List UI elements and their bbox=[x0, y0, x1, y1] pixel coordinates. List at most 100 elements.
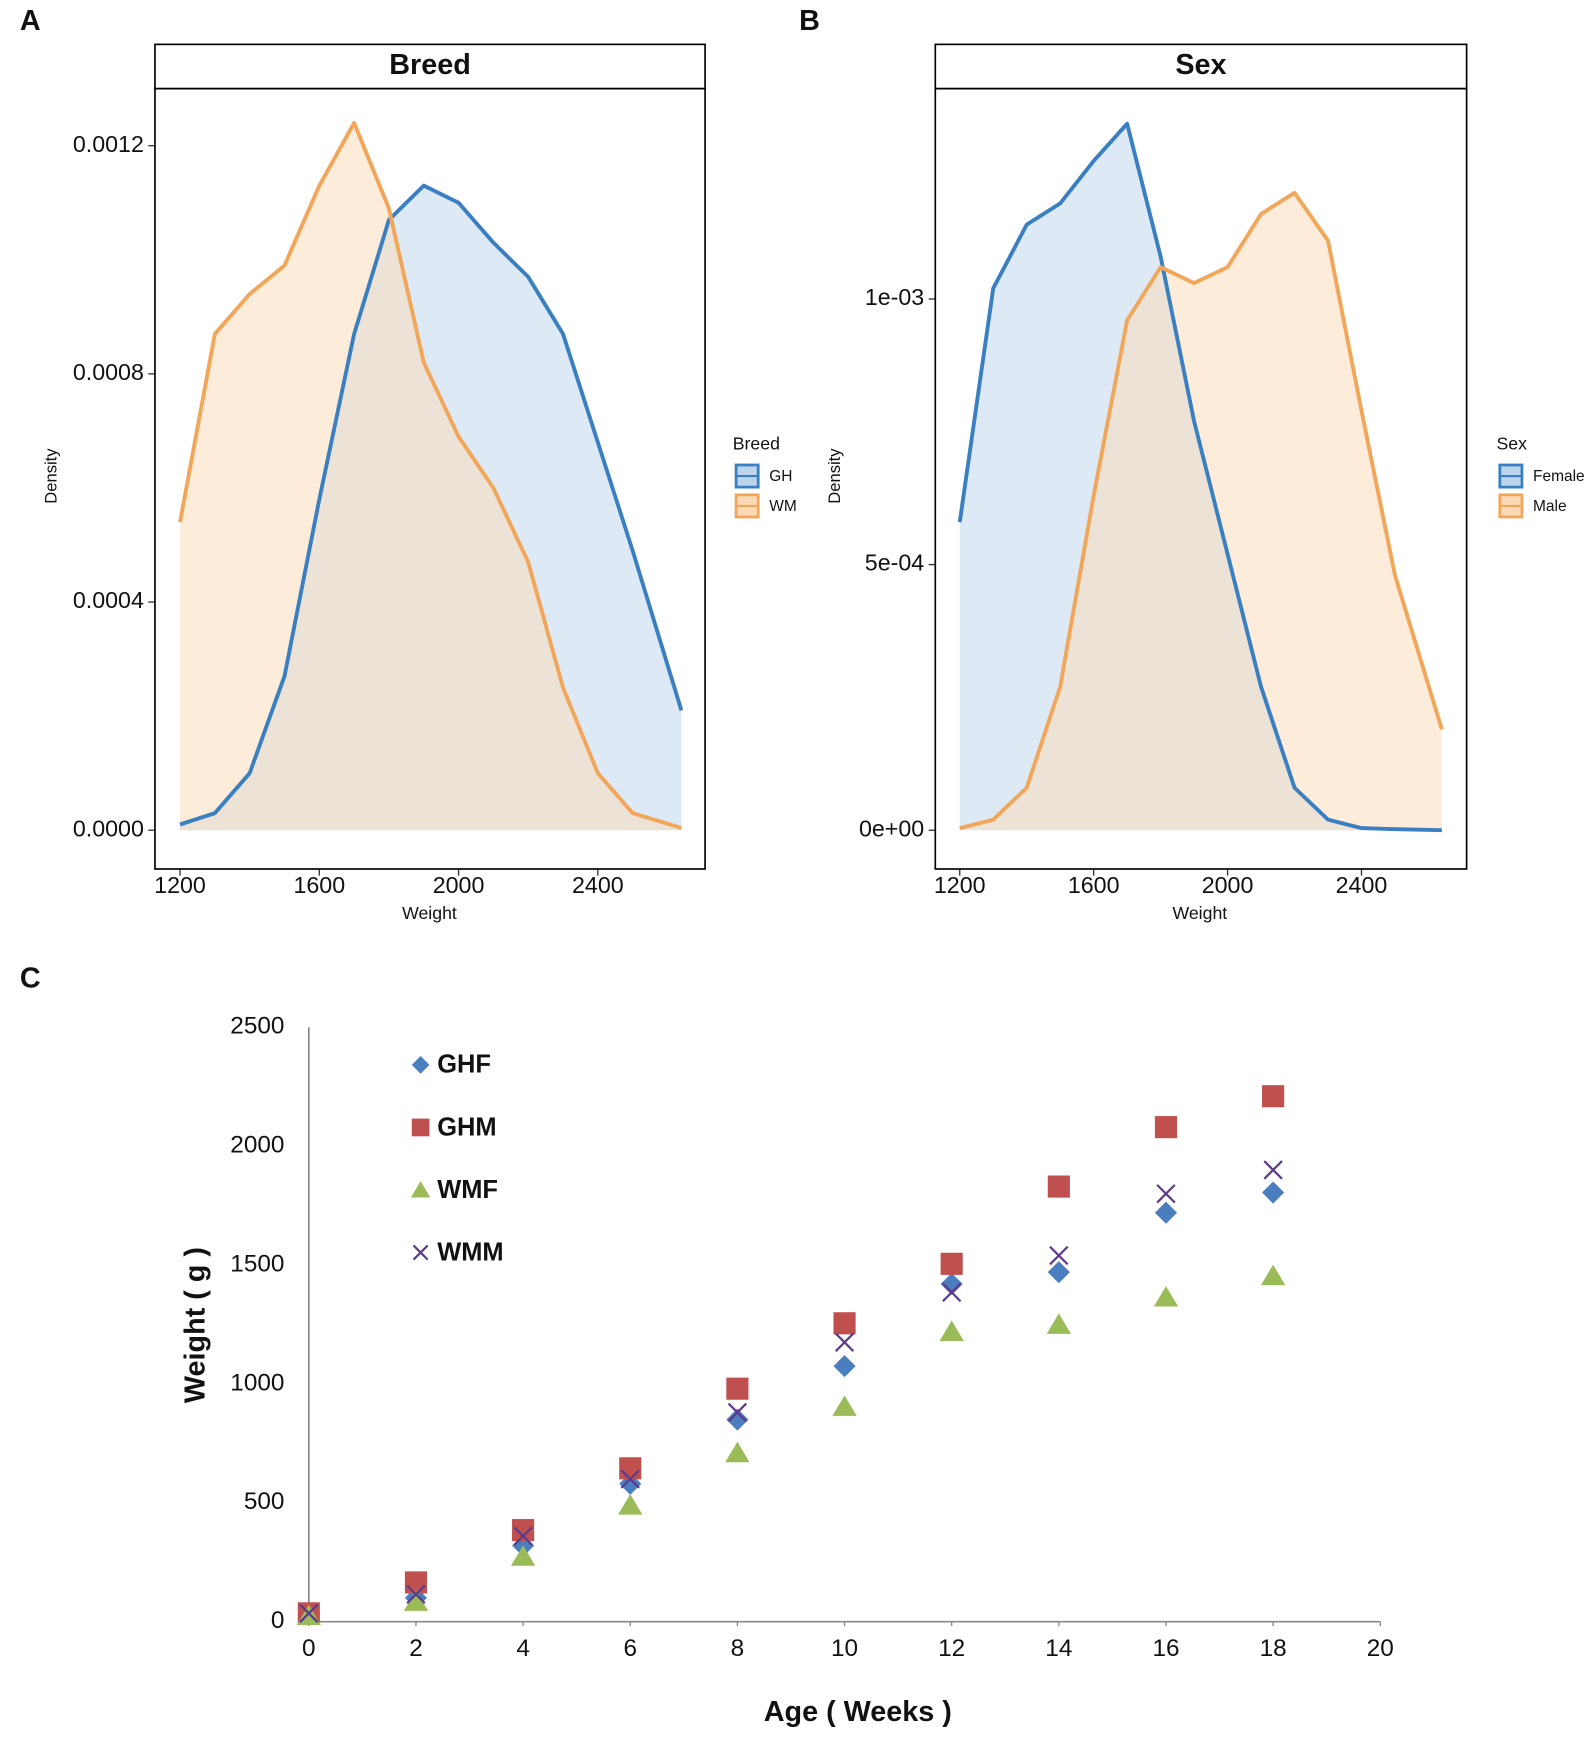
panel-border bbox=[934, 87, 1468, 870]
x-axis-label: Weight bbox=[402, 903, 457, 923]
marker-stroke bbox=[727, 1402, 748, 1423]
marker bbox=[942, 1282, 962, 1303]
marker bbox=[1049, 1245, 1069, 1266]
y-tick-label: 1e-03 bbox=[865, 284, 924, 310]
marker bbox=[618, 1494, 643, 1515]
marker-stroke bbox=[299, 1603, 319, 1623]
marker bbox=[510, 1545, 536, 1566]
marker bbox=[620, 1469, 640, 1489]
marker bbox=[404, 1571, 428, 1594]
density-area bbox=[959, 192, 1442, 831]
density-area bbox=[180, 122, 682, 831]
marker bbox=[1046, 1313, 1072, 1334]
y-axis-label: Density bbox=[825, 448, 844, 504]
y-tick-label: 500 bbox=[244, 1488, 285, 1515]
marker bbox=[619, 1457, 642, 1480]
x-tick-label: 10 bbox=[831, 1635, 858, 1662]
marker-stroke bbox=[620, 1469, 640, 1489]
marker bbox=[512, 1519, 535, 1542]
strip-title: Sex bbox=[1175, 49, 1226, 81]
x-tick-label: 8 bbox=[731, 1635, 745, 1662]
y-tick-label: 0 bbox=[271, 1607, 285, 1634]
marker bbox=[834, 1332, 855, 1352]
x-tick-label: 1200 bbox=[154, 872, 206, 898]
marker-stroke bbox=[1049, 1245, 1069, 1266]
x-axis-label: Age ( Weeks ) bbox=[764, 1696, 952, 1728]
marker-stroke bbox=[1263, 1160, 1283, 1180]
x-tick-label: 18 bbox=[1260, 1635, 1287, 1662]
legend-label: GH bbox=[769, 468, 792, 485]
marker bbox=[411, 1056, 430, 1074]
marker bbox=[1154, 1116, 1178, 1139]
marker bbox=[299, 1603, 319, 1623]
strip-title: Breed bbox=[389, 49, 471, 81]
marker bbox=[832, 1395, 857, 1416]
legend-label: Male bbox=[1533, 498, 1567, 515]
y-tick-label: 0e+00 bbox=[859, 815, 924, 841]
marker bbox=[1156, 1184, 1176, 1204]
marker bbox=[410, 1181, 431, 1198]
marker-stroke bbox=[412, 1244, 429, 1261]
x-tick-label: 14 bbox=[1045, 1635, 1072, 1662]
x-tick-label: 1200 bbox=[934, 872, 986, 898]
strip bbox=[154, 43, 706, 90]
y-tick-label: 0.0008 bbox=[73, 359, 144, 385]
marker-stroke bbox=[513, 1526, 533, 1546]
x-tick-label: 0 bbox=[302, 1635, 316, 1662]
legend-label: WM bbox=[769, 498, 797, 515]
marker bbox=[726, 1408, 749, 1431]
legend-title: Breed bbox=[733, 434, 780, 454]
x-tick-label: 1600 bbox=[293, 872, 345, 898]
marker bbox=[412, 1244, 429, 1261]
y-tick-label: 5e-04 bbox=[865, 550, 925, 576]
density-line bbox=[959, 190, 1444, 830]
marker bbox=[411, 1118, 430, 1137]
density-line bbox=[957, 121, 1442, 833]
marker bbox=[406, 1584, 426, 1604]
x-tick-label: 6 bbox=[623, 1635, 637, 1662]
panel-border bbox=[154, 87, 706, 870]
x-tick-label: 2400 bbox=[572, 872, 624, 898]
marker-stroke bbox=[942, 1282, 962, 1303]
marker bbox=[939, 1320, 964, 1342]
panel-label: C bbox=[20, 962, 41, 994]
marker bbox=[1154, 1201, 1178, 1224]
x-tick-label: 1600 bbox=[1068, 872, 1120, 898]
y-tick-label: 1000 bbox=[230, 1369, 284, 1396]
marker bbox=[1263, 1160, 1283, 1180]
marker bbox=[1260, 1264, 1286, 1286]
y-tick-label: 1500 bbox=[230, 1250, 284, 1277]
y-axis-label: Weight ( g ) bbox=[180, 1247, 212, 1403]
x-tick-label: 16 bbox=[1152, 1635, 1179, 1662]
marker-stroke bbox=[1156, 1184, 1176, 1204]
x-tick-label: 4 bbox=[516, 1635, 530, 1662]
marker bbox=[1262, 1181, 1285, 1204]
density-line bbox=[179, 183, 684, 827]
legend-label: WMF bbox=[437, 1176, 498, 1204]
legend-label: GHF bbox=[437, 1051, 491, 1079]
marker bbox=[833, 1312, 856, 1335]
marker bbox=[1262, 1085, 1285, 1108]
legend-label: GHM bbox=[437, 1113, 496, 1141]
marker bbox=[1153, 1286, 1179, 1307]
legend-title: Sex bbox=[1496, 434, 1527, 454]
marker-stroke bbox=[406, 1584, 426, 1604]
density-line bbox=[178, 120, 682, 830]
marker bbox=[726, 1377, 749, 1400]
marker bbox=[513, 1526, 533, 1546]
y-tick-label: 2500 bbox=[230, 1013, 284, 1040]
panel-label: A bbox=[20, 5, 41, 37]
x-tick-label: 2 bbox=[409, 1635, 423, 1662]
marker bbox=[727, 1402, 748, 1423]
legend-label: Female bbox=[1533, 468, 1585, 485]
marker bbox=[1047, 1175, 1070, 1198]
marker bbox=[940, 1272, 963, 1296]
x-tick-label: 2000 bbox=[433, 872, 485, 898]
x-tick-label: 12 bbox=[938, 1635, 965, 1662]
y-tick-label: 0.0012 bbox=[73, 131, 144, 157]
marker bbox=[833, 1355, 856, 1378]
legend-label: WMM bbox=[437, 1238, 503, 1266]
y-axis-label: Density bbox=[41, 448, 60, 504]
